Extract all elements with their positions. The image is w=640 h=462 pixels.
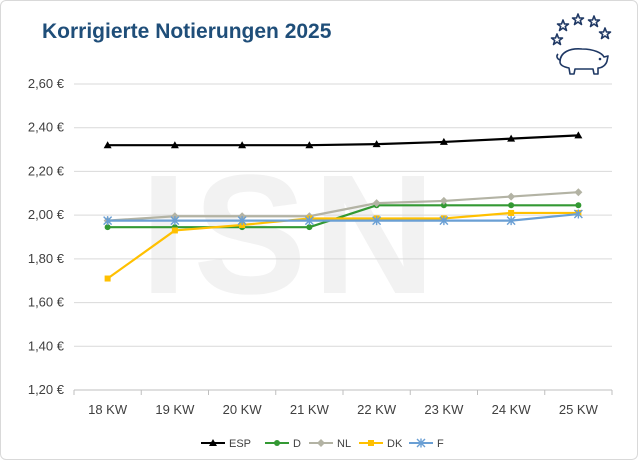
data-point <box>372 199 381 208</box>
data-point <box>304 216 314 226</box>
legend-swatch-marker <box>274 440 280 446</box>
series-line-d <box>107 204 579 229</box>
y-tick-label: 1,80 € <box>28 251 65 266</box>
legend-swatch-marker <box>209 439 217 446</box>
data-point <box>237 216 247 226</box>
legend-label: ESP <box>229 438 251 450</box>
x-tick-label: 21 KW <box>290 402 330 417</box>
data-point <box>306 224 313 231</box>
watermark: ISN <box>140 140 442 330</box>
data-point <box>506 216 516 226</box>
y-tick-label: 1,60 € <box>28 295 65 310</box>
y-tick-label: 1,20 € <box>28 382 65 397</box>
data-point <box>170 216 180 226</box>
legend-label: DK <box>387 438 403 450</box>
y-tick-label: 2,40 € <box>28 120 65 135</box>
data-point <box>103 216 113 226</box>
data-point <box>508 209 515 216</box>
legend-label: F <box>437 438 444 450</box>
legend-item-d: D <box>265 438 301 450</box>
x-tick-label: 24 KW <box>492 402 532 417</box>
data-point <box>439 137 448 145</box>
y-tick-label: 2,00 € <box>28 207 65 222</box>
legend-item-nl: NL <box>309 438 351 450</box>
legend-label: NL <box>337 438 351 450</box>
series-line-esp <box>107 134 579 147</box>
legend-item-esp: ESP <box>201 438 251 450</box>
data-point <box>574 131 583 139</box>
data-point <box>507 192 516 201</box>
y-tick-label: 2,20 € <box>28 163 65 178</box>
series-line-nl <box>107 191 579 222</box>
data-point <box>104 275 111 282</box>
data-point <box>508 202 515 209</box>
data-point <box>573 209 583 219</box>
legend-swatch-marker <box>416 438 426 448</box>
data-point <box>372 216 382 226</box>
x-tick-label: 23 KW <box>424 402 464 417</box>
series-f <box>103 209 583 226</box>
data-point <box>171 227 178 234</box>
legend-label: D <box>293 438 301 450</box>
data-point <box>170 141 179 149</box>
data-point <box>575 202 582 209</box>
data-point <box>305 141 314 149</box>
x-tick-label: 22 KW <box>357 402 397 417</box>
y-tick-label: 1,40 € <box>28 338 65 353</box>
chart-title: Korrigierte Notierungen 2025 <box>42 20 332 43</box>
data-point <box>439 196 448 205</box>
data-point <box>574 188 583 197</box>
data-point <box>507 134 516 142</box>
data-point <box>103 141 112 149</box>
data-point <box>238 141 247 149</box>
x-tick-label: 25 KW <box>559 402 599 417</box>
legend-item-dk: DK <box>359 438 403 450</box>
series-esp <box>103 131 583 149</box>
data-point <box>439 216 449 226</box>
y-tick-label: 2,60 € <box>28 76 65 91</box>
series-line-f <box>107 212 579 222</box>
x-tick-label: 18 KW <box>88 402 128 417</box>
data-point <box>372 140 381 148</box>
data-point <box>104 224 111 231</box>
x-tick-label: 19 KW <box>155 402 195 417</box>
logo-pig-stars-icon <box>550 13 612 75</box>
legend-swatch-marker <box>368 440 374 446</box>
legend-item-f: F <box>409 438 444 450</box>
series-line-dk <box>106 211 579 280</box>
data-point <box>440 202 447 209</box>
legend-swatch-marker <box>317 439 325 447</box>
x-tick-label: 20 KW <box>223 402 263 417</box>
